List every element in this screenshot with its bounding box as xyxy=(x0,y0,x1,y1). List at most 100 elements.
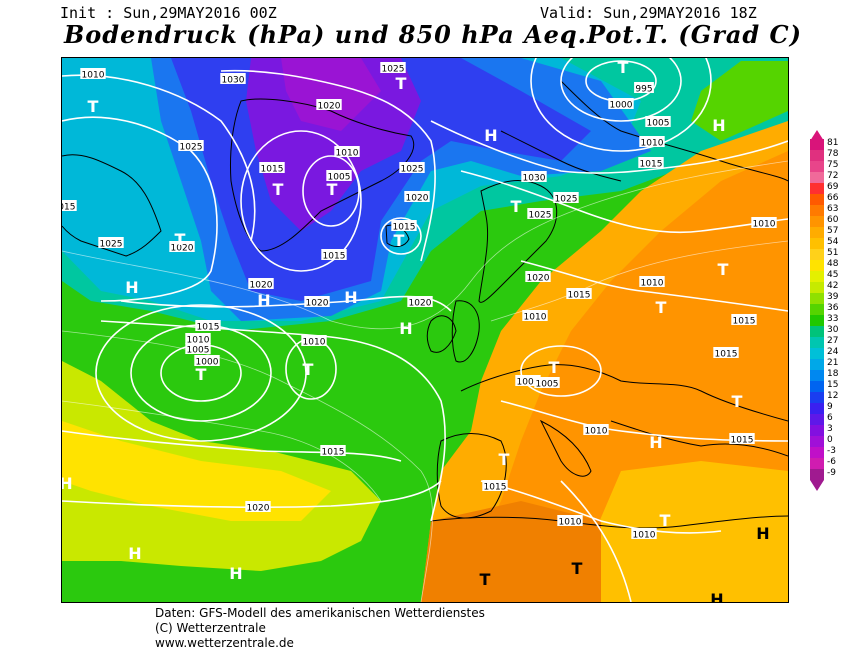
high-pressure-center: H xyxy=(257,291,270,310)
legend-row: -9 xyxy=(810,468,850,480)
legend-swatch xyxy=(810,403,824,414)
isobar-label: 1015 xyxy=(321,249,347,262)
legend-label: 60 xyxy=(827,215,839,225)
field-violet xyxy=(281,58,381,131)
low-pressure-center: T xyxy=(327,180,338,199)
legend-row: 9 xyxy=(810,402,850,414)
legend-label: 30 xyxy=(827,325,839,335)
legend-row: 51 xyxy=(810,248,850,260)
isobar-label: 1015 xyxy=(391,220,417,233)
isobar-label: 1010 xyxy=(583,424,609,437)
legend-label: -3 xyxy=(827,446,836,456)
svg-text:1020: 1020 xyxy=(171,244,194,254)
legend-row: 30 xyxy=(810,325,850,337)
legend-label: 51 xyxy=(827,248,839,258)
high-pressure-center: H xyxy=(229,564,242,583)
svg-text:1015: 1015 xyxy=(62,203,75,213)
isobar-label: 1020 xyxy=(525,271,551,284)
low-pressure-center: T xyxy=(303,360,314,379)
high-pressure-center: H xyxy=(344,288,357,307)
isobar-label: 1015 xyxy=(638,157,664,170)
legend-swatch xyxy=(810,139,824,150)
svg-text:1015: 1015 xyxy=(323,252,346,262)
legend-label: 66 xyxy=(827,193,839,203)
legend-label: 39 xyxy=(827,292,839,302)
isobar-label: 1020 xyxy=(404,191,430,204)
svg-text:1010: 1010 xyxy=(303,338,326,348)
svg-text:1005: 1005 xyxy=(328,173,351,183)
svg-text:1005: 1005 xyxy=(536,380,559,390)
legend-label: 54 xyxy=(827,237,839,247)
legend-label: 63 xyxy=(827,204,839,214)
svg-text:1015: 1015 xyxy=(322,448,345,458)
isobar-label: 1015 xyxy=(259,162,285,175)
isobar-label: 1025 xyxy=(98,237,124,250)
legend-label: 78 xyxy=(827,149,839,159)
legend-swatch xyxy=(810,227,824,238)
isobar-label: 1015 xyxy=(62,200,77,213)
legend-row: 48 xyxy=(810,259,850,271)
isobar-label: 1010 xyxy=(301,335,327,348)
legend-row: 12 xyxy=(810,391,850,403)
legend-swatch xyxy=(810,293,824,304)
isobar-label: 1010 xyxy=(631,528,657,541)
low-pressure-center: T xyxy=(718,260,729,279)
field-saharan xyxy=(421,501,601,602)
isobar-label: 1010 xyxy=(557,515,583,528)
svg-text:1010: 1010 xyxy=(633,531,656,541)
legend-swatch xyxy=(810,249,824,260)
svg-text:1015: 1015 xyxy=(640,160,663,170)
legend-swatch xyxy=(810,392,824,403)
svg-text:1010: 1010 xyxy=(336,149,359,159)
isobar-label: 1020 xyxy=(169,241,195,254)
legend-label: 27 xyxy=(827,336,839,346)
legend-swatch xyxy=(810,436,824,447)
high-pressure-center: H xyxy=(710,590,723,602)
website-link[interactable]: www.wetterzentrale.de xyxy=(155,636,294,650)
map-title: Bodendruck (hPa) und 850 hPa Aeq.Pot.T. … xyxy=(64,20,802,49)
legend-swatch xyxy=(810,282,824,293)
legend-row: 0 xyxy=(810,435,850,447)
svg-text:1015: 1015 xyxy=(484,483,507,493)
legend-label: 15 xyxy=(827,380,839,390)
svg-text:1020: 1020 xyxy=(250,281,273,291)
high-pressure-center: H xyxy=(125,278,138,297)
field-yellow xyxy=(62,421,331,521)
legend-label: 6 xyxy=(827,413,833,423)
isobar-label: 1010 xyxy=(639,276,665,289)
legend-label: -6 xyxy=(827,457,836,467)
legend-swatch xyxy=(810,172,824,183)
svg-text:1010: 1010 xyxy=(524,313,547,323)
svg-text:1020: 1020 xyxy=(527,274,550,284)
legend-row: 63 xyxy=(810,204,850,216)
legend-row: 21 xyxy=(810,358,850,370)
legend-row: 69 xyxy=(810,182,850,194)
legend-label: -9 xyxy=(827,468,836,478)
isobar-label: 1020 xyxy=(304,296,330,309)
isobar-label: 1010 xyxy=(751,217,777,230)
svg-text:1015: 1015 xyxy=(731,436,754,446)
high-pressure-center: H xyxy=(756,524,769,543)
isobar-label: 1025 xyxy=(399,162,425,175)
field-ne-green xyxy=(691,61,788,141)
high-pressure-center: H xyxy=(484,126,497,145)
high-pressure-center: H xyxy=(128,544,141,563)
svg-text:995: 995 xyxy=(635,85,652,95)
legend-label: 3 xyxy=(827,424,833,434)
legend-swatch xyxy=(810,315,824,326)
low-pressure-center: T xyxy=(396,74,407,93)
init-time: Init : Sun,29MAY2016 00Z xyxy=(60,4,277,22)
legend-swatch xyxy=(810,150,824,161)
color-scale-legend: 81 78 75 72 69 66 63 60 57 54 51 48 45 42 39 36 33 30 27 24… xyxy=(810,130,850,491)
svg-text:1015: 1015 xyxy=(197,323,220,333)
legend-swatch xyxy=(810,381,824,392)
copyright-text: (C) Wetterzentrale xyxy=(155,621,266,635)
legend-row: 27 xyxy=(810,336,850,348)
svg-text:1025: 1025 xyxy=(401,165,424,175)
svg-text:1025: 1025 xyxy=(100,240,123,250)
svg-text:1025: 1025 xyxy=(529,211,552,221)
legend-row: 78 xyxy=(810,149,850,161)
legend-swatch xyxy=(810,260,824,271)
legend-row: 6 xyxy=(810,413,850,425)
isobar-label: 1025 xyxy=(553,192,579,205)
